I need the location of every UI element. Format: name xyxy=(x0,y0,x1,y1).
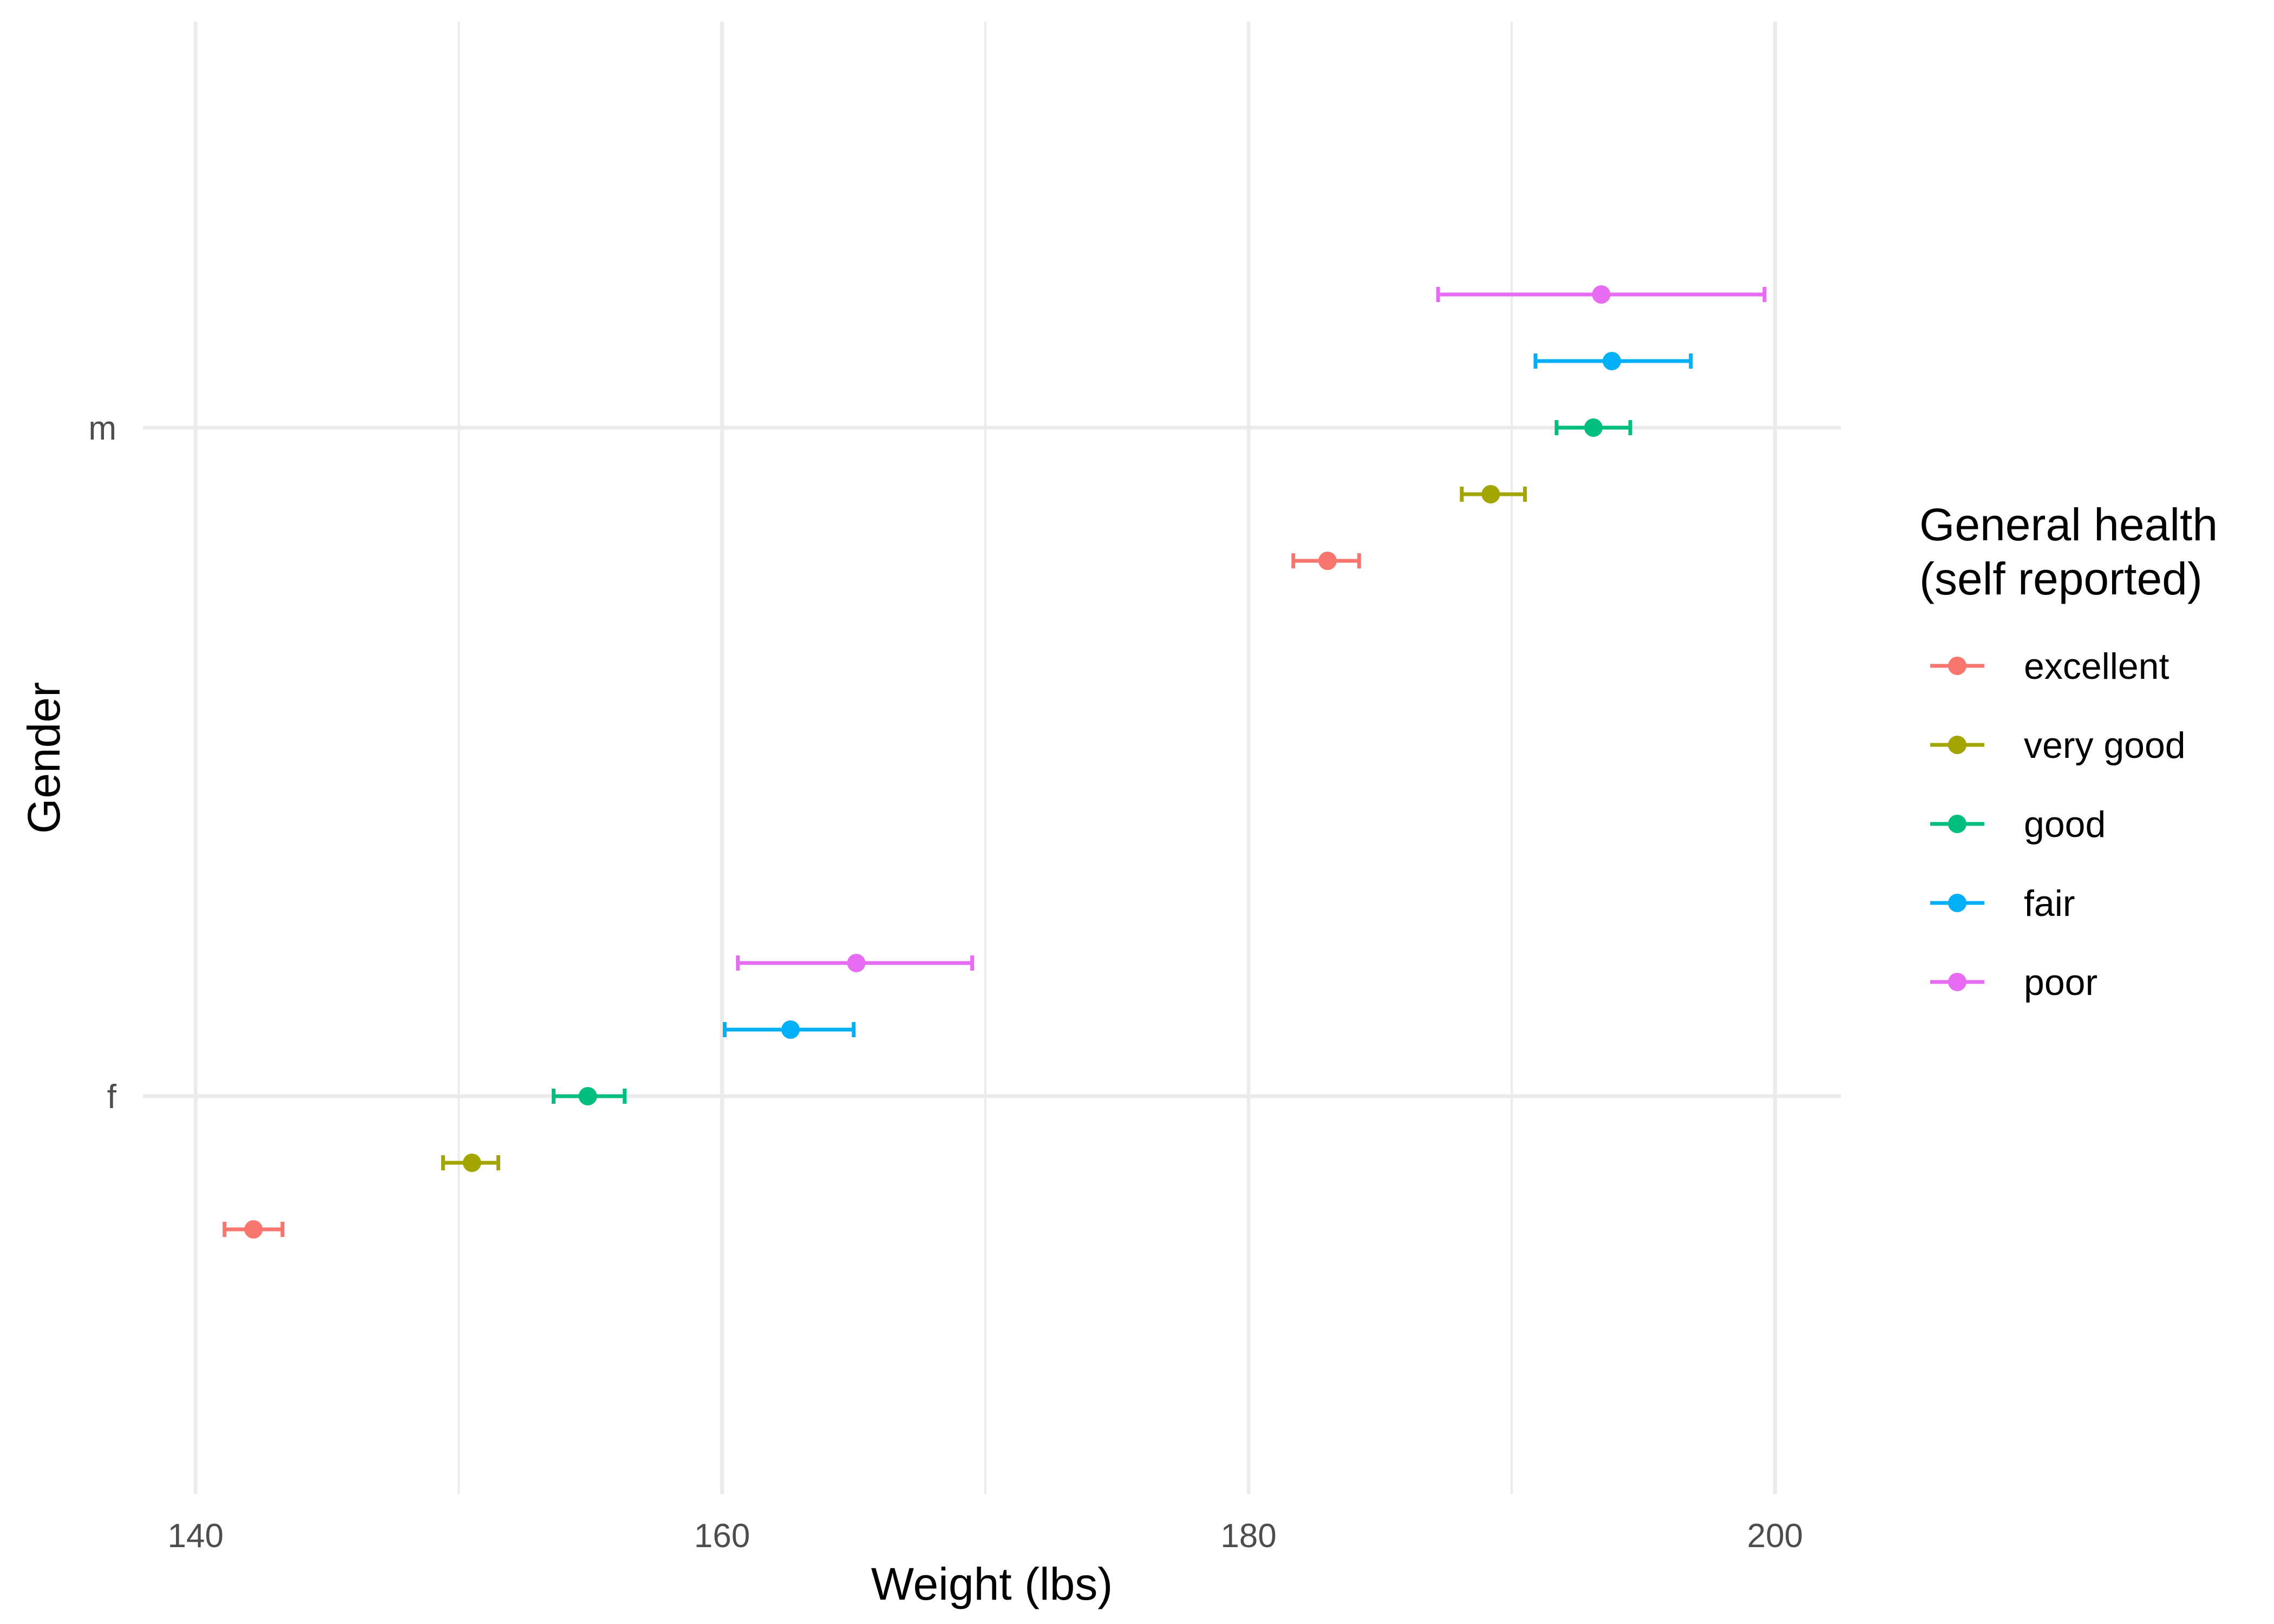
legend-key-point xyxy=(1948,657,1966,675)
error-bar-fair-m xyxy=(1533,352,1693,370)
legend-key-point xyxy=(1948,815,1966,833)
legend: General health (self reported) excellent… xyxy=(1919,499,2218,1003)
legend-label: excellent xyxy=(2024,646,2169,687)
mean-point xyxy=(578,1087,597,1105)
error-bar-very-good-m xyxy=(1460,485,1527,503)
error-bar-poor-f xyxy=(736,954,975,972)
legend-item-very-good: very good xyxy=(1930,725,2186,766)
legend-label: poor xyxy=(2024,962,2097,1003)
mean-point xyxy=(1592,285,1611,304)
error-bar-excellent-m xyxy=(1291,552,1361,570)
legend-label: fair xyxy=(2024,883,2075,924)
legend-items: excellent very good good fair poor xyxy=(1930,646,2186,1003)
x-axis-ticks: 140 160 180 200 xyxy=(168,1517,1803,1555)
grid xyxy=(143,22,1841,1494)
error-bar-good-f xyxy=(551,1087,627,1105)
error-bar-poor-m xyxy=(1436,285,1767,304)
legend-item-poor: poor xyxy=(1930,962,2097,1003)
legend-title-line-1: General health xyxy=(1919,499,2218,550)
x-tick-label: 160 xyxy=(694,1517,750,1555)
x-tick-label: 180 xyxy=(1220,1517,1276,1555)
mean-point xyxy=(781,1020,800,1039)
error-bar-very-good-f xyxy=(441,1154,500,1172)
legend-item-good: good xyxy=(1930,804,2106,845)
y-axis-title: Gender xyxy=(18,682,69,834)
mean-point xyxy=(1318,552,1337,570)
error-bar-fair-f xyxy=(723,1020,856,1039)
legend-label: good xyxy=(2024,804,2106,845)
x-axis-title: Weight (lbs) xyxy=(871,1558,1113,1609)
mean-point xyxy=(1584,418,1603,437)
x-tick-label: 140 xyxy=(168,1517,224,1555)
legend-item-excellent: excellent xyxy=(1930,646,2169,687)
mean-point xyxy=(244,1220,263,1239)
legend-title-line-2: (self reported) xyxy=(1919,553,2203,604)
plot-marks xyxy=(223,285,1767,1239)
error-bar-good-m xyxy=(1554,418,1632,437)
x-tick-label: 200 xyxy=(1747,1517,1803,1555)
y-axis-ticks: fm xyxy=(88,410,116,1116)
legend-key-point xyxy=(1948,894,1966,912)
mean-point xyxy=(847,954,866,972)
y-tick-label-f: f xyxy=(107,1078,117,1116)
mean-point xyxy=(462,1154,481,1172)
error-bar-excellent-f xyxy=(223,1220,285,1239)
mean-point xyxy=(1481,485,1500,503)
legend-key-point xyxy=(1948,973,1966,991)
legend-key-point xyxy=(1948,736,1966,754)
legend-item-fair: fair xyxy=(1930,883,2075,924)
legend-label: very good xyxy=(2024,725,2186,766)
y-tick-label-m: m xyxy=(88,410,116,447)
mean-point xyxy=(1603,352,1622,370)
